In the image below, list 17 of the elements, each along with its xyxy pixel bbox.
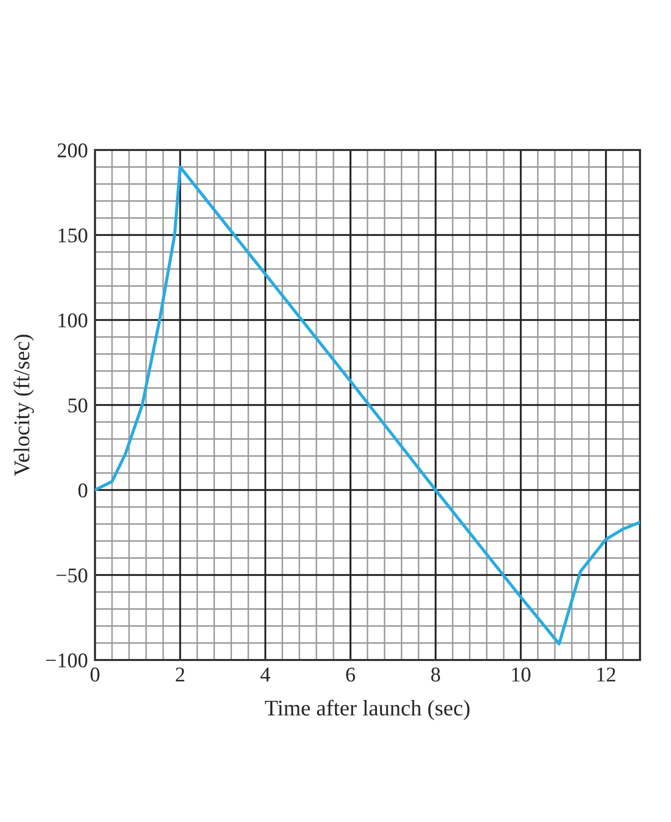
y-axis-title: Velocity (ft/sec) xyxy=(14,334,34,476)
x-tick-label: 10 xyxy=(512,668,530,682)
y-tick-label: 100 xyxy=(58,313,88,328)
y-tick-label: −50 xyxy=(56,568,88,582)
y-tick-label: 50 xyxy=(68,398,88,412)
x-tick-label: 12 xyxy=(597,668,616,682)
x-tick-label: 8 xyxy=(431,668,440,682)
y-tick-label: 150 xyxy=(58,228,88,242)
y-tick-label: −100 xyxy=(46,653,88,668)
x-tick-label: 6 xyxy=(346,668,356,682)
line-series xyxy=(95,165,640,646)
x-tick-label: 4 xyxy=(260,668,270,682)
y-tick-label: 0 xyxy=(78,483,88,498)
x-axis-title: Time after launch (sec) xyxy=(264,700,470,720)
x-tick-label: 2 xyxy=(176,668,184,682)
x-tick-label: 0 xyxy=(90,668,100,682)
y-tick-label: 200 xyxy=(58,143,88,158)
